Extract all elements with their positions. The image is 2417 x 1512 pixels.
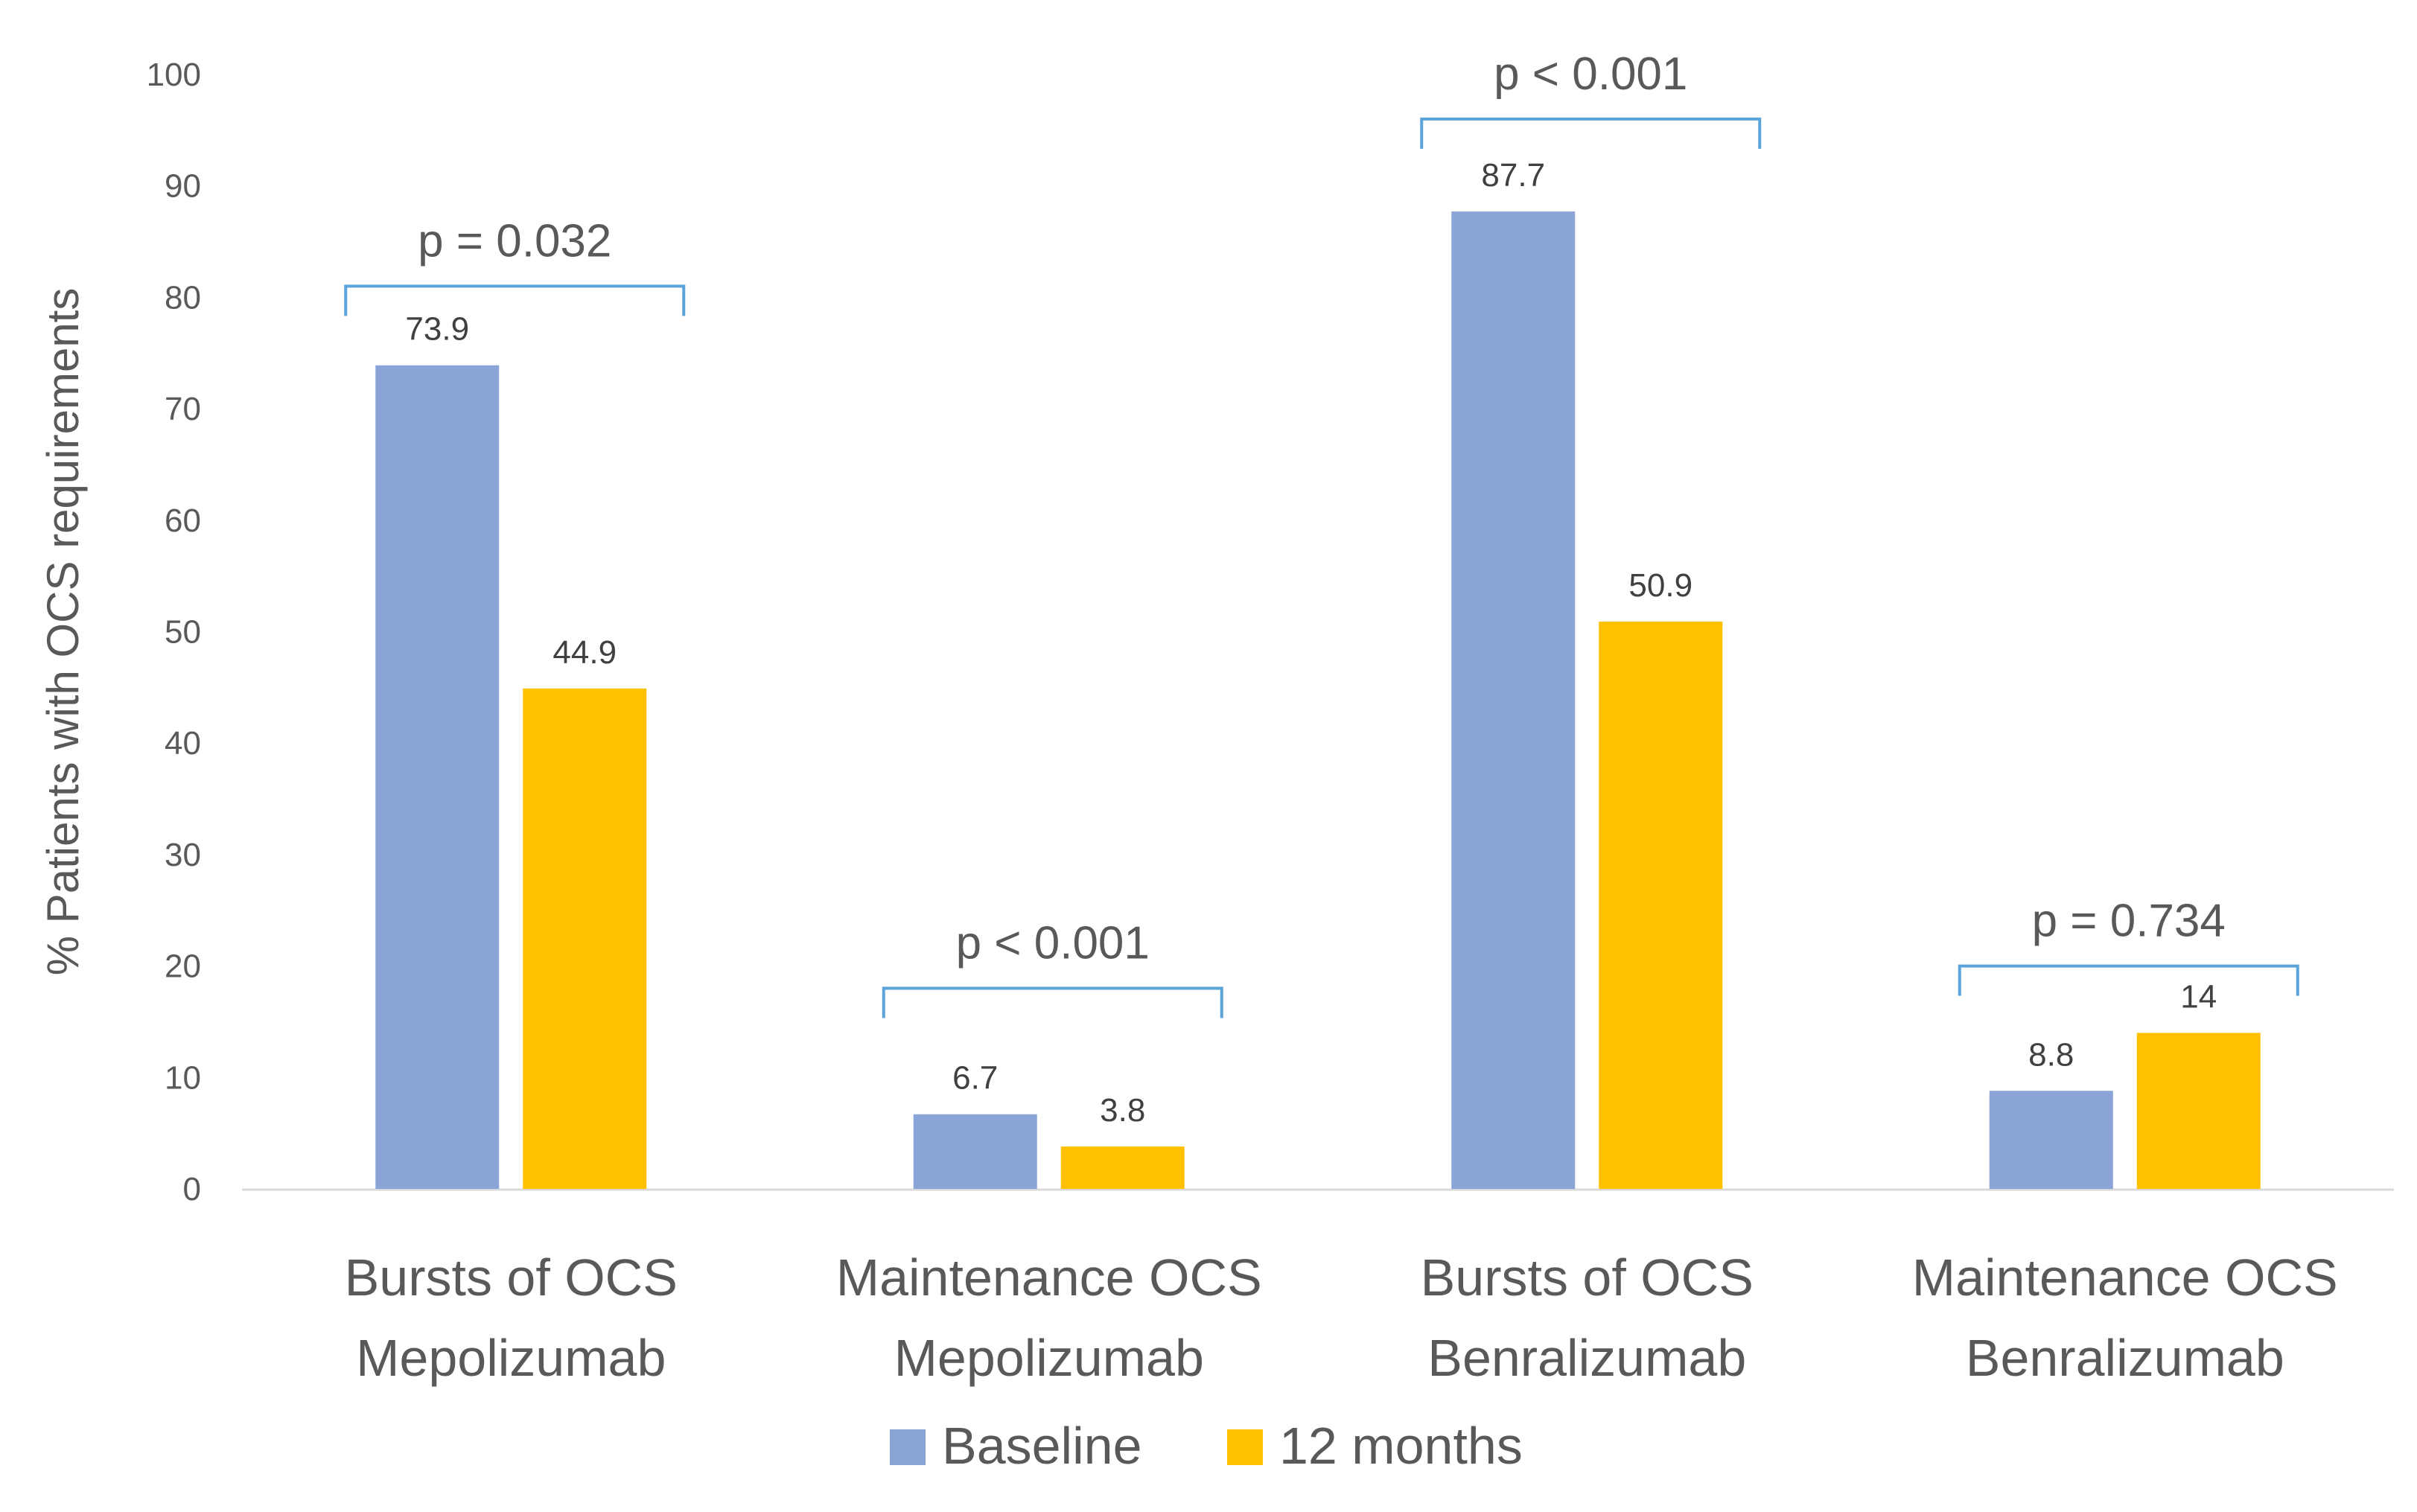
significance-bracket: [1420, 117, 1762, 149]
category-label: Bursts of OCS: [345, 1248, 678, 1307]
bar-value-label: 3.8: [1100, 1092, 1145, 1129]
y-tick-label: 90: [165, 168, 201, 205]
bar-value-label: 87.7: [1481, 157, 1545, 194]
y-tick-label: 50: [165, 614, 201, 651]
category-label: Maintenance OCS: [836, 1248, 1262, 1307]
category-label: Benralizumab: [1966, 1329, 2284, 1387]
legend-label: Baseline: [942, 1417, 1142, 1475]
significance-brackets: p = 0.032 p < 0.001 p < 0.001 p = 0.734: [344, 48, 2299, 1018]
bars: [375, 211, 2261, 1190]
legend-swatch: [1227, 1429, 1263, 1465]
bar-baseline: [913, 1114, 1037, 1189]
y-tick-label: 70: [165, 391, 201, 427]
category-label: Benralizumab: [1427, 1329, 1746, 1387]
bar-value-label: 14: [2180, 978, 2217, 1015]
bar-value-label: 50.9: [1628, 567, 1692, 604]
p-value-label: p = 0.734: [2032, 896, 2226, 947]
category-label: Bursts of OCS: [1421, 1248, 1754, 1307]
y-tick-label: 60: [165, 503, 201, 539]
bar-baseline: [1451, 211, 1576, 1190]
bar-value-label: 6.7: [952, 1060, 998, 1097]
y-tick-label: 0: [183, 1171, 201, 1208]
legend-swatch: [890, 1429, 926, 1465]
legend-label: 12 months: [1279, 1417, 1523, 1475]
bar-12-months: [2136, 1033, 2261, 1189]
y-tick-label: 30: [165, 837, 201, 873]
significance-bracket: [344, 284, 686, 316]
data-labels: 73.9 44.9 6.7 3.8 87.7 50.9 8.8 14: [405, 157, 2217, 1129]
y-tick-label: 40: [165, 725, 201, 762]
bar-baseline: [375, 365, 500, 1189]
p-value-label: p < 0.001: [956, 918, 1150, 969]
bar-value-label: 73.9: [405, 311, 469, 348]
p-value-label: p = 0.032: [418, 215, 611, 267]
category-label: Mepolizumab: [356, 1329, 666, 1387]
bar-value-label: 44.9: [552, 634, 617, 671]
significance-bracket: [1958, 964, 2299, 996]
y-tick-label: 20: [165, 948, 201, 985]
category-label: Mepolizumab: [894, 1329, 1204, 1387]
bar-value-label: 8.8: [2028, 1036, 2074, 1073]
significance-bracket: [882, 986, 1223, 1018]
y-tick-label: 80: [165, 279, 201, 316]
category-label: Maintenance OCS: [1912, 1248, 2338, 1307]
y-axis-ticks: 0 10 20 30 40 50 60 70 80 90 100: [147, 57, 201, 1208]
bar-12-months: [523, 688, 647, 1189]
y-tick-label: 100: [147, 57, 201, 93]
y-axis-title: % Patients with OCS requirements: [38, 288, 88, 976]
bar-12-months: [1599, 622, 1723, 1189]
y-tick-label: 10: [165, 1059, 201, 1096]
legend: Baseline 12 months: [890, 1417, 1523, 1475]
category-labels: Bursts of OCS Mepolizumab Maintenance OCS M…: [345, 1248, 2338, 1387]
bar-12-months: [1060, 1146, 1185, 1189]
p-value-label: p < 0.001: [1494, 48, 1687, 100]
bar-baseline: [1989, 1091, 2113, 1189]
